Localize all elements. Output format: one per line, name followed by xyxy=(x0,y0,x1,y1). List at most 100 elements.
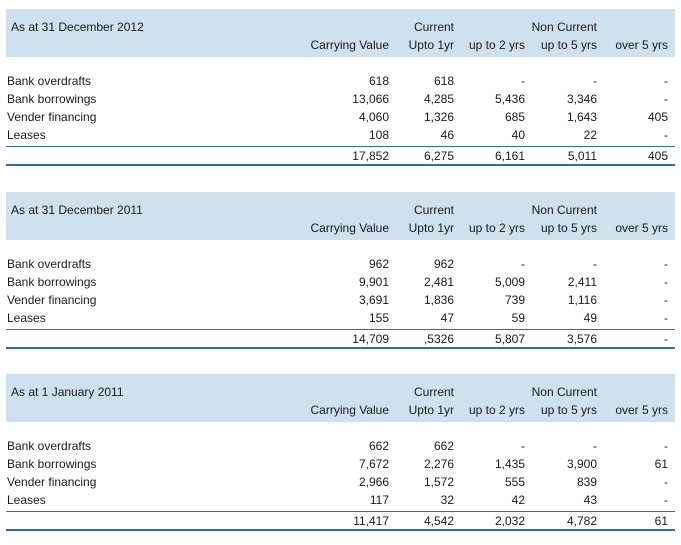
carrying-value: 13,066 xyxy=(352,92,389,106)
carrying-value: 962 xyxy=(368,257,389,271)
col-carrying-value: Carrying Value xyxy=(310,221,389,235)
total-over-5: 405 xyxy=(647,149,668,163)
total-up-to-5: 3,576 xyxy=(566,332,597,346)
up-to-2-value: 1,435 xyxy=(494,457,525,471)
total-rule xyxy=(6,347,675,349)
over-5-value: - xyxy=(664,439,668,453)
row-label: Bank borrowings xyxy=(7,275,97,289)
row-label: Bank overdrafts xyxy=(7,74,92,88)
current-value: 4,285 xyxy=(423,92,454,106)
up-to-5-value: - xyxy=(593,439,597,453)
row-label: Bank borrowings xyxy=(7,457,97,471)
total-up-to-2: 5,807 xyxy=(494,332,525,346)
col-current-label: Current xyxy=(413,203,454,217)
col-up-to-2-yrs: up to 2 yrs xyxy=(468,221,525,235)
total-up-to-2: 6,161 xyxy=(494,149,525,163)
total-carrying: 11,417 xyxy=(353,514,389,528)
total-current: 6,275 xyxy=(423,149,454,163)
carrying-value: 155 xyxy=(368,311,389,325)
current-value: 618 xyxy=(433,74,454,88)
col-up-to-2-yrs: up to 2 yrs xyxy=(468,38,525,52)
period-section: As at 1 January 2011 Current Non Current Ca… xyxy=(6,374,675,534)
col-up-to-5-yrs: up to 5 yrs xyxy=(540,403,597,417)
up-to-5-value: 2,411 xyxy=(567,275,597,289)
col-non-current-label: Non Current xyxy=(531,203,597,217)
up-to-5-value: 3,346 xyxy=(566,92,597,106)
subtotal-rule xyxy=(6,329,675,330)
col-over-5-yrs: over 5 yrs xyxy=(615,403,668,417)
current-value: 47 xyxy=(440,311,454,325)
over-5-value: - xyxy=(664,275,668,289)
up-to-5-value: 49 xyxy=(583,311,597,325)
carrying-value: 117 xyxy=(369,493,389,507)
total-rule xyxy=(6,529,675,531)
carrying-value: 3,691 xyxy=(358,293,389,307)
period-section: As at 31 December 2012 Current Non Current… xyxy=(6,9,675,169)
up-to-5-value: 1,116 xyxy=(567,293,597,307)
carrying-value: 9,901 xyxy=(358,275,389,289)
col-upto-1yr: Upto 1yr xyxy=(408,221,454,235)
row-label: Leases xyxy=(7,311,46,325)
col-up-to-2-yrs: up to 2 yrs xyxy=(468,403,525,417)
col-current-label: Current xyxy=(413,385,454,399)
up-to-5-value: - xyxy=(593,257,597,271)
total-current: ,5326 xyxy=(423,332,454,346)
over-5-value: - xyxy=(664,475,668,489)
current-value: 1,836 xyxy=(423,293,454,307)
over-5-value: - xyxy=(664,493,668,507)
section-header xyxy=(6,374,675,422)
col-non-current-label: Non Current xyxy=(531,385,597,399)
over-5-value: 405 xyxy=(647,110,668,124)
over-5-value: 61 xyxy=(654,457,668,471)
total-over-5: 61 xyxy=(654,514,668,528)
up-to-5-value: 1,643 xyxy=(566,110,597,124)
row-label: Vender financing xyxy=(7,293,97,307)
total-over-5: - xyxy=(664,332,668,346)
up-to-2-value: 40 xyxy=(511,128,525,142)
subtotal-rule xyxy=(6,511,675,512)
carrying-value: 662 xyxy=(368,439,389,453)
total-current: 4,542 xyxy=(423,514,454,528)
up-to-5-value: 3,900 xyxy=(566,457,597,471)
row-label: Vender financing xyxy=(7,110,97,124)
up-to-5-value: 22 xyxy=(583,128,597,142)
over-5-value: - xyxy=(664,74,668,88)
col-upto-1yr: Upto 1yr xyxy=(408,403,454,417)
col-over-5-yrs: over 5 yrs xyxy=(615,221,668,235)
over-5-value: - xyxy=(664,293,668,307)
row-label: Bank overdrafts xyxy=(7,439,92,453)
carrying-value: 7,672 xyxy=(358,457,389,471)
up-to-2-value: 739 xyxy=(504,293,525,307)
up-to-5-value: 43 xyxy=(583,493,597,507)
period-section: As at 31 December 2011 Current Non Current… xyxy=(6,192,675,352)
row-label: Bank borrowings xyxy=(7,92,97,106)
up-to-2-value: 5,436 xyxy=(494,92,525,106)
row-label: Vender financing xyxy=(7,475,97,489)
col-carrying-value: Carrying Value xyxy=(310,38,389,52)
row-label: Leases xyxy=(7,128,46,142)
current-value: 1,326 xyxy=(423,110,454,124)
over-5-value: - xyxy=(664,257,668,271)
section-header xyxy=(6,9,675,57)
up-to-2-value: - xyxy=(521,74,525,88)
over-5-value: - xyxy=(664,128,668,142)
over-5-value: - xyxy=(664,92,668,106)
section-header xyxy=(6,192,675,240)
col-carrying-value: Carrying Value xyxy=(310,403,389,417)
total-rule xyxy=(6,164,675,166)
section-title: As at 31 December 2011 xyxy=(11,203,143,217)
total-up-to-5: 5,011 xyxy=(567,149,597,163)
up-to-2-value: 555 xyxy=(504,475,525,489)
total-carrying: 14,709 xyxy=(352,332,389,346)
up-to-2-value: - xyxy=(521,257,525,271)
carrying-value: 108 xyxy=(368,128,389,142)
current-value: 962 xyxy=(433,257,454,271)
carrying-value: 618 xyxy=(368,74,389,88)
over-5-value: - xyxy=(664,311,668,325)
current-value: 2,276 xyxy=(423,457,454,471)
up-to-2-value: 59 xyxy=(511,311,525,325)
section-title: As at 1 January 2011 xyxy=(11,385,124,399)
current-value: 46 xyxy=(440,128,454,142)
col-upto-1yr: Upto 1yr xyxy=(408,38,454,52)
up-to-5-value: - xyxy=(593,74,597,88)
